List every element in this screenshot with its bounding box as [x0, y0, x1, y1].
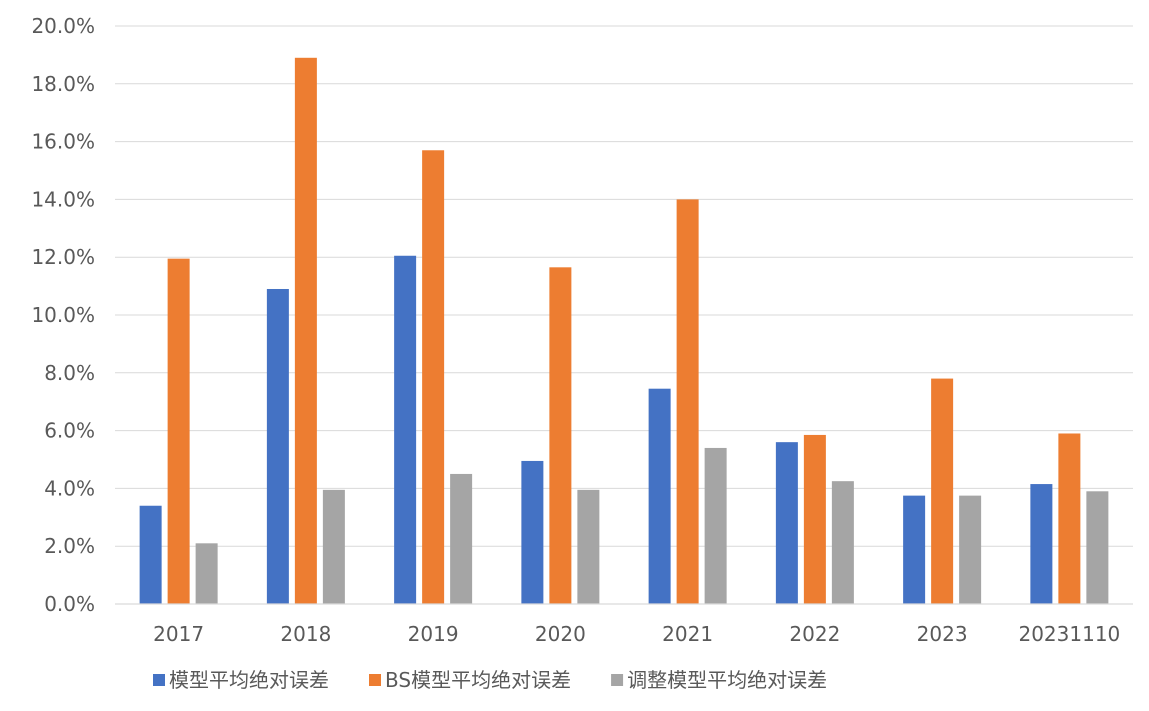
x-tick-label: 2020 [535, 622, 586, 646]
bar-3-2023 [959, 495, 982, 604]
y-tick-label: 18.0% [31, 72, 95, 96]
bar-1-2022 [775, 442, 798, 604]
y-tick-label: 16.0% [31, 130, 95, 154]
bar-3-20231110 [1086, 491, 1109, 604]
y-tick-label: 10.0% [31, 303, 95, 327]
bar-2-2019 [422, 150, 445, 604]
bar-2-2018 [294, 57, 317, 605]
y-tick-label: 6.0% [44, 419, 95, 443]
legend-label: BS模型平均绝对误差 [385, 668, 571, 692]
legend-swatch [153, 674, 165, 686]
bar-3-2017 [195, 543, 218, 604]
bar-2-2021 [676, 199, 699, 604]
y-axis-ticks: 0.0% 2.0% 4.0% 6.0% 8.0% 10.0% 12.0% 14.0% 16.0%… [31, 14, 95, 616]
bar-1-2019 [394, 255, 417, 604]
bar-1-2023 [903, 495, 926, 604]
bar-3-2020 [577, 489, 600, 604]
bar-2-20231110 [1058, 433, 1081, 604]
y-tick-label: 4.0% [44, 476, 95, 500]
y-tick-label: 20.0% [31, 14, 95, 38]
bar-3-2019 [450, 473, 473, 604]
legend-swatch [611, 674, 624, 686]
x-tick-label: 2017 [153, 622, 204, 646]
x-axis: 2017 2018 2019 2020 2021 2022 2023 20231110 [115, 603, 1133, 646]
bar-1-2021 [648, 388, 671, 604]
bar-1-2017 [139, 505, 162, 604]
y-tick-label: 0.0% [44, 592, 95, 616]
x-tick-label: 2023 [917, 622, 968, 646]
y-tick-label: 8.0% [44, 361, 95, 385]
x-tick-label: 2018 [280, 622, 331, 646]
legend-swatch [369, 674, 381, 686]
bar-3-2018 [322, 489, 345, 604]
legend-label: 调整模型平均绝对误差 [627, 668, 827, 692]
x-tick-label: 2021 [662, 622, 713, 646]
x-tick-label: 2022 [789, 622, 840, 646]
bars [139, 57, 1109, 605]
bar-3-2022 [831, 481, 854, 604]
y-tick-label: 2.0% [44, 534, 95, 558]
bar-1-2020 [521, 460, 544, 604]
bar-2-2020 [549, 267, 572, 604]
bar-3-2021 [704, 447, 727, 604]
bar-1-20231110 [1030, 484, 1053, 604]
x-tick-label: 2019 [408, 622, 459, 646]
bar-1-2018 [266, 288, 289, 604]
bar-2-2023 [931, 378, 954, 604]
y-tick-label: 12.0% [31, 245, 95, 269]
legend: 模型平均绝对误差 BS模型平均绝对误差 调整模型平均绝对误差 [153, 668, 827, 692]
legend-label: 模型平均绝对误差 [169, 668, 329, 692]
bar-2-2022 [803, 434, 826, 604]
x-tick-label: 20231110 [1018, 622, 1120, 646]
y-tick-label: 14.0% [31, 187, 95, 211]
bar-2-2017 [167, 258, 190, 604]
